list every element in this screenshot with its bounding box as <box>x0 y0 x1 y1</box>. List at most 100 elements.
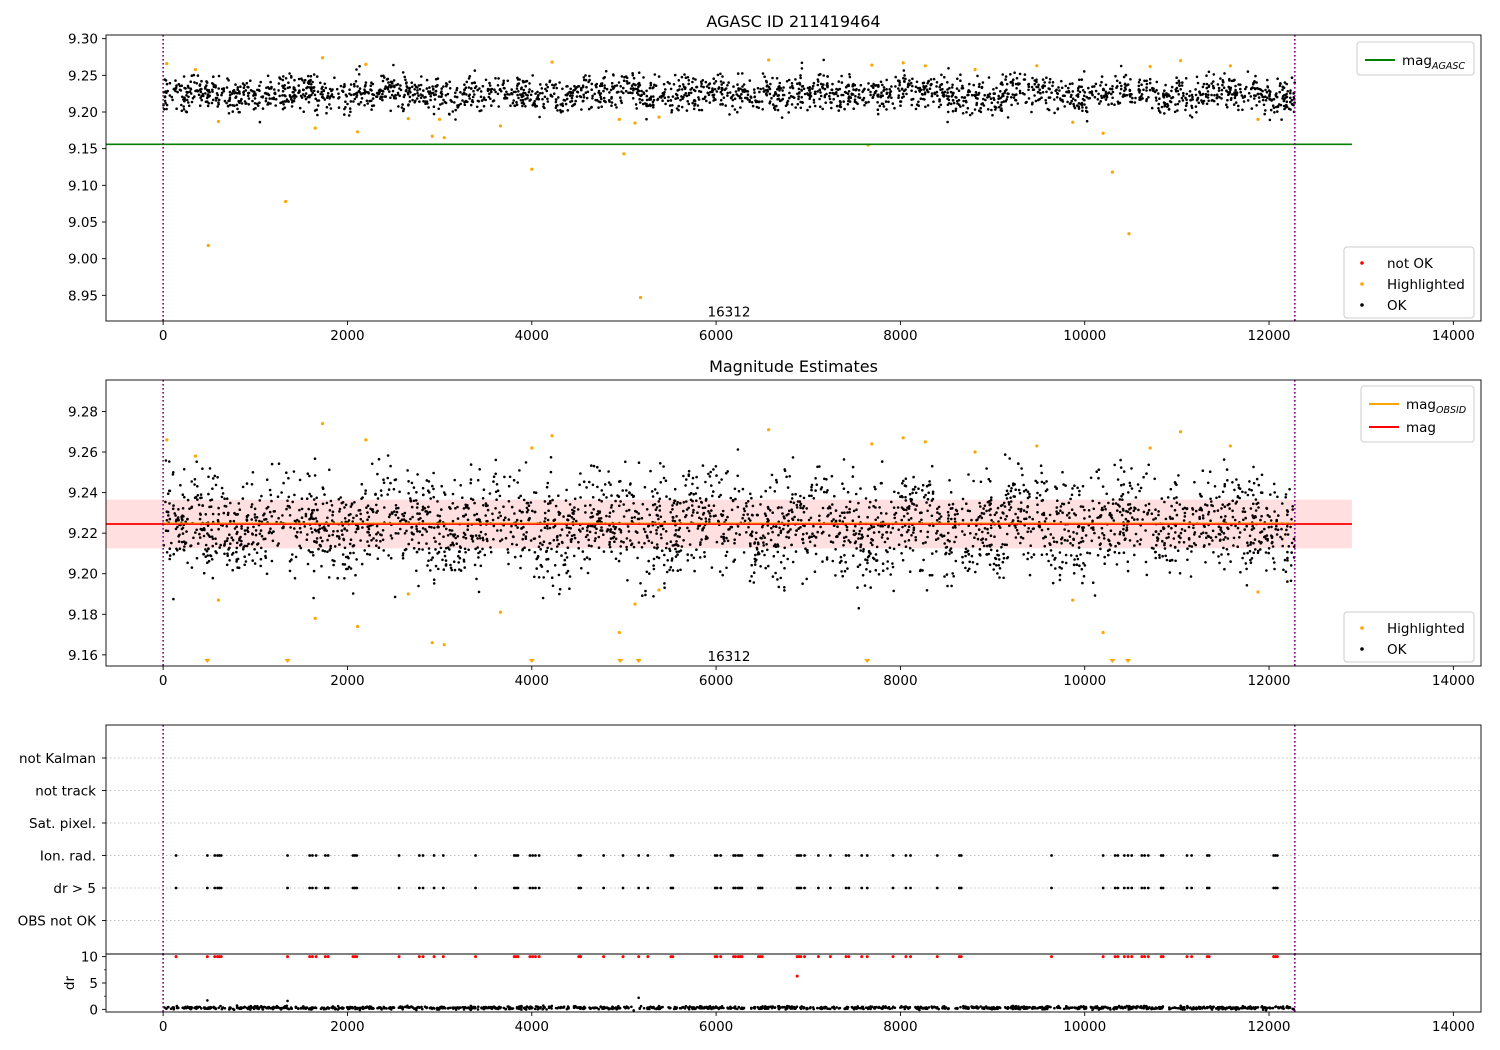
middle-ok-point <box>272 510 276 513</box>
middle-ok-point <box>573 497 577 501</box>
middle-ok-point <box>1082 562 1085 565</box>
middle-ok-point <box>953 540 956 544</box>
top-ok-point <box>476 99 480 103</box>
middle-ok-point <box>287 476 290 480</box>
middle-ok-point <box>512 478 516 482</box>
top-ok-point <box>1195 75 1199 79</box>
middle-ok-point <box>539 548 542 551</box>
middle-ok-point <box>168 554 172 557</box>
middle-ok-point <box>854 532 858 535</box>
top-ok-point <box>1264 99 1268 102</box>
top-ok-point <box>304 92 308 95</box>
middle-ok-point <box>677 528 680 532</box>
middle-ok-point <box>961 530 964 533</box>
middle-ok-point <box>971 544 975 548</box>
top-ok-point <box>684 92 688 95</box>
top-ok-point <box>467 77 471 80</box>
middle-ok-point <box>410 538 414 541</box>
middle-ok-point <box>912 528 916 531</box>
middle-ok-point <box>901 525 904 529</box>
top-ok-point <box>959 79 962 82</box>
middle-ok-point <box>1018 491 1022 495</box>
middle-ok-point <box>410 525 414 529</box>
middle-ok-point <box>1215 496 1218 500</box>
middle-ok-point <box>897 491 900 495</box>
middle-ok-point <box>1265 534 1269 537</box>
top-ok-point <box>1167 108 1171 111</box>
middle-ok-point <box>1119 458 1122 462</box>
top-ok-point <box>1285 92 1288 96</box>
top-ok-point <box>897 96 900 99</box>
top-ok-point <box>891 102 895 105</box>
middle-ok-point <box>998 567 1002 570</box>
top-ok-point <box>1015 76 1019 80</box>
top-ok-point <box>420 75 423 78</box>
top-highlighted-point <box>498 124 503 128</box>
middle-ok-point <box>484 533 488 536</box>
top-ok-point <box>741 72 744 75</box>
top-ok-point <box>291 90 295 94</box>
middle-ok-point <box>551 584 555 588</box>
top-ok-point <box>206 100 209 103</box>
middle-ok-point <box>477 556 480 559</box>
top-ok-point <box>571 94 574 97</box>
middle-ok-point <box>548 526 552 530</box>
middle-ok-point <box>879 524 882 528</box>
middle-ok-point <box>952 575 955 578</box>
middle-ok-point <box>245 515 249 518</box>
middle-ok-point <box>751 504 755 508</box>
middle-ok-point <box>207 492 210 496</box>
middle-ok-point <box>1005 514 1008 518</box>
middle-ok-point <box>215 551 218 555</box>
middle-ok-point <box>801 538 805 541</box>
top-ok-point <box>522 91 525 95</box>
middle-ok-point <box>702 526 706 529</box>
top-ok-point <box>312 89 316 93</box>
top-ok-point <box>301 88 305 92</box>
top-ok-point <box>170 95 174 99</box>
middle-ok-point <box>1207 513 1210 516</box>
top-ok-point <box>338 96 341 99</box>
middle-ok-point <box>632 502 635 505</box>
top-ok-point <box>439 95 443 98</box>
middle-ok-point <box>341 563 345 566</box>
middle-ok-point <box>965 550 969 554</box>
middle-ok-point <box>264 556 268 559</box>
top-ok-point <box>1051 84 1054 88</box>
top-ok-point <box>377 89 381 92</box>
middle-ok-point <box>1177 474 1180 477</box>
top-ok-point <box>1194 88 1197 91</box>
top-ok-point <box>1031 101 1034 105</box>
middle-ok-point <box>332 563 335 567</box>
middle-ok-point <box>922 558 925 562</box>
middle-ok-point <box>372 537 375 540</box>
top-ok-point <box>1081 89 1085 92</box>
middle-ok-point <box>547 502 550 506</box>
top-ok-point <box>381 98 384 102</box>
top-ok-point <box>811 87 814 90</box>
middle-ok-point <box>1128 539 1132 542</box>
middle-ok-point <box>1226 537 1230 540</box>
top-ok-point <box>1194 93 1198 97</box>
middle-ok-point <box>718 481 721 484</box>
middle-ok-point <box>329 544 333 548</box>
top-ok-point <box>645 104 649 108</box>
middle-ok-point <box>650 490 654 493</box>
middle-ok-point <box>247 542 250 546</box>
middle-ok-point <box>805 549 809 552</box>
top-ok-point <box>516 84 519 87</box>
middle-ok-point <box>748 579 752 583</box>
top-ok-point <box>898 89 901 93</box>
middle-ok-point <box>1067 501 1071 505</box>
top-ok-point <box>226 104 230 108</box>
middle-ok-point <box>1086 551 1089 555</box>
top-ok-point <box>946 88 949 91</box>
top-ok-point <box>1145 82 1149 86</box>
top-ok-point <box>796 102 800 106</box>
top-ok-point <box>986 108 990 111</box>
top-ok-point <box>233 91 236 95</box>
top-ok-point <box>956 77 959 81</box>
top-ok-point <box>733 97 737 101</box>
middle-ok-point <box>469 481 473 485</box>
middle-ok-point <box>1078 564 1081 567</box>
